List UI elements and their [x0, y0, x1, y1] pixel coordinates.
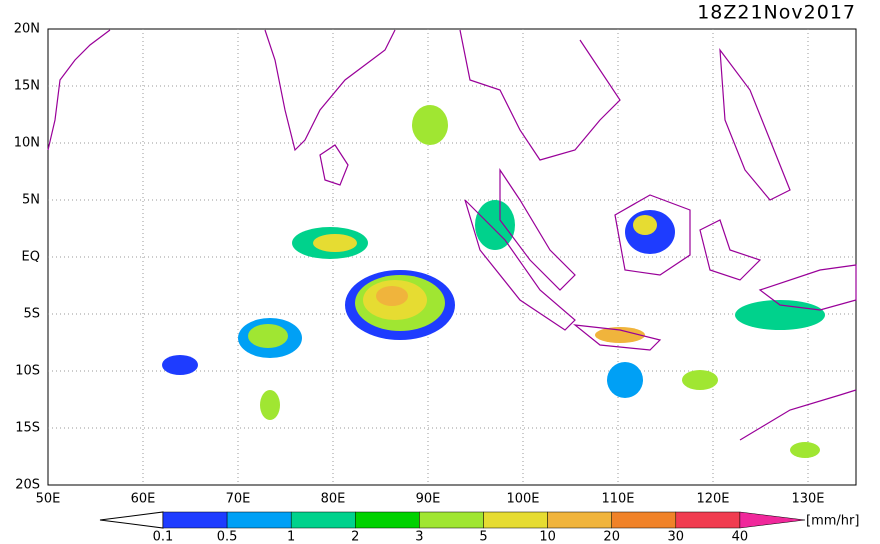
rain-area: [162, 355, 198, 375]
colorbar-label: 0.1: [153, 530, 174, 544]
colorbar-box: [611, 511, 677, 529]
rain-areas: [162, 105, 825, 458]
coastline: [719, 48, 791, 201]
colorbar: [99, 511, 806, 529]
lon-label: 100E: [506, 492, 539, 507]
rain-area: [475, 200, 515, 250]
colorbar-box: [547, 511, 612, 529]
coastline: [47, 29, 111, 151]
lat-label: 10S: [15, 364, 40, 379]
colorbar-box: [483, 511, 548, 529]
lat-label: 5S: [23, 307, 40, 322]
lon-label: 90E: [416, 492, 441, 507]
rain-area: [248, 324, 288, 348]
lon-label: 120E: [696, 492, 729, 507]
rain-area: [595, 327, 645, 343]
lat-label: 20N: [14, 22, 40, 37]
coastline: [264, 29, 396, 152]
rain-area: [607, 362, 643, 398]
colorbar-label: 10: [539, 530, 556, 544]
lon-label: 80E: [321, 492, 346, 507]
coastline: [464, 199, 576, 331]
rain-area: [790, 442, 820, 458]
lat-label: 5N: [22, 193, 40, 208]
lon-label: 60E: [131, 492, 156, 507]
colorbar-extend-high: [739, 511, 806, 529]
lat-label: 15S: [15, 421, 40, 436]
rain-area: [682, 370, 718, 390]
rain-area: [412, 105, 448, 145]
coastline: [739, 389, 857, 441]
coastline: [699, 219, 762, 281]
coastline: [499, 168, 576, 291]
colorbar-extend-low: [99, 511, 164, 529]
colorbar-box: [419, 511, 484, 529]
colorbar-box: [675, 511, 741, 529]
colorbar-box: [162, 511, 228, 529]
lon-label: 70E: [226, 492, 251, 507]
colorbar-label: 30: [668, 530, 685, 544]
coastline: [319, 144, 349, 186]
coastline: [573, 324, 662, 351]
coastline: [459, 29, 621, 161]
lon-label: 50E: [36, 492, 61, 507]
coastline: [758, 264, 857, 311]
lat-label: 20S: [15, 478, 40, 493]
grid: [48, 29, 856, 485]
lon-label: 110E: [601, 492, 634, 507]
map-title: 18Z21Nov2017: [697, 2, 856, 24]
rain-area: [633, 215, 657, 235]
lat-label: 10N: [14, 136, 40, 151]
colorbar-units: [mm/hr]: [806, 514, 859, 529]
colorbar-label: 1: [287, 530, 295, 544]
colorbar-label: 2: [351, 530, 359, 544]
colorbar-label: 0.5: [217, 530, 238, 544]
coastline: [614, 194, 691, 276]
coastlines: [47, 29, 857, 441]
colorbar-box: [290, 511, 356, 529]
rain-area: [313, 234, 357, 252]
colorbar-box: [355, 511, 420, 529]
rain-area: [376, 286, 408, 306]
colorbar-label: 3: [415, 530, 423, 544]
colorbar-label: 20: [603, 530, 620, 544]
lat-label: EQ: [22, 250, 40, 265]
lat-label: 15N: [14, 79, 40, 94]
colorbar-label: 5: [479, 530, 487, 544]
colorbar-label: 40: [732, 530, 749, 544]
colorbar-box: [226, 511, 292, 529]
lon-label: 130E: [791, 492, 824, 507]
rain-area: [260, 390, 280, 420]
